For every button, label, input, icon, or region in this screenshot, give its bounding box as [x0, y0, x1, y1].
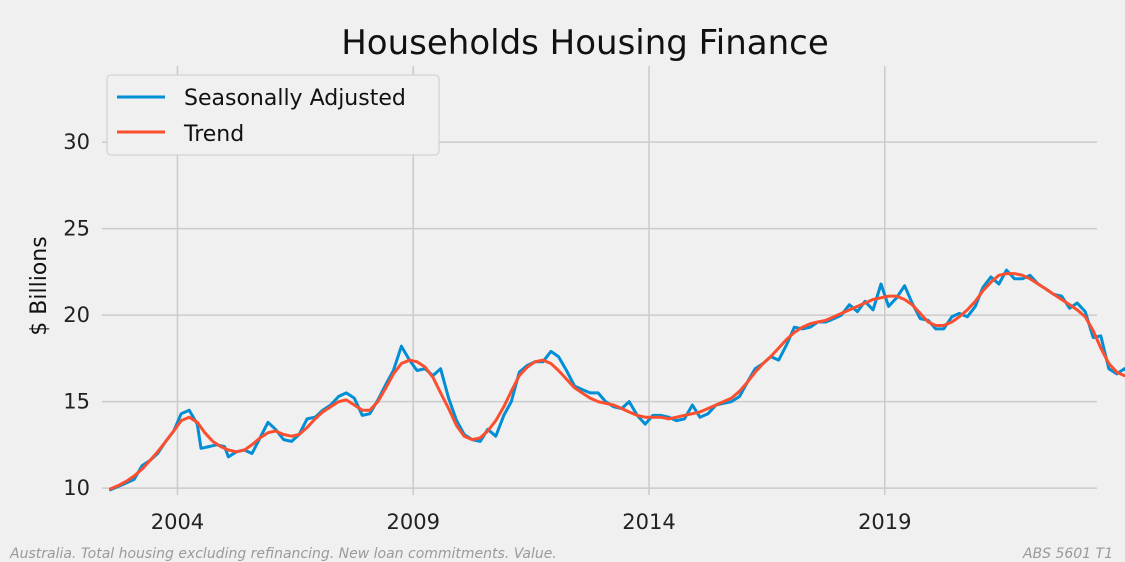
- footnote-source-description: Australia. Total housing excluding refin…: [9, 546, 557, 562]
- y-tick-label-15: 15: [63, 390, 90, 414]
- x-tick-label-2019: 2019: [858, 510, 911, 534]
- x-tick-label-2014: 2014: [622, 510, 675, 534]
- series-lines: [109, 268, 1125, 492]
- axis-ticks: 10 15 20 25 30 2004 2009 2014 2019: [63, 130, 911, 534]
- y-axis-label: $ Billions: [27, 236, 52, 335]
- y-tick-label-20: 20: [63, 303, 90, 327]
- y-tick-label-25: 25: [63, 217, 90, 241]
- legend-box: [106, 74, 440, 156]
- x-tick-label-2004: 2004: [151, 510, 204, 534]
- legend: Seasonally Adjusted Trend: [106, 74, 440, 156]
- series-line-trend: [109, 272, 1125, 491]
- legend-label-seasonally-adjusted: Seasonally Adjusted: [184, 86, 406, 111]
- x-tick-label-2009: 2009: [387, 510, 440, 534]
- chart-title: Households Housing Finance: [341, 23, 829, 63]
- footnote-source-reference: ABS 5601 T1: [1022, 546, 1113, 562]
- y-tick-label-30: 30: [63, 130, 90, 154]
- legend-label-trend: Trend: [183, 122, 244, 147]
- y-tick-label-10: 10: [63, 476, 90, 500]
